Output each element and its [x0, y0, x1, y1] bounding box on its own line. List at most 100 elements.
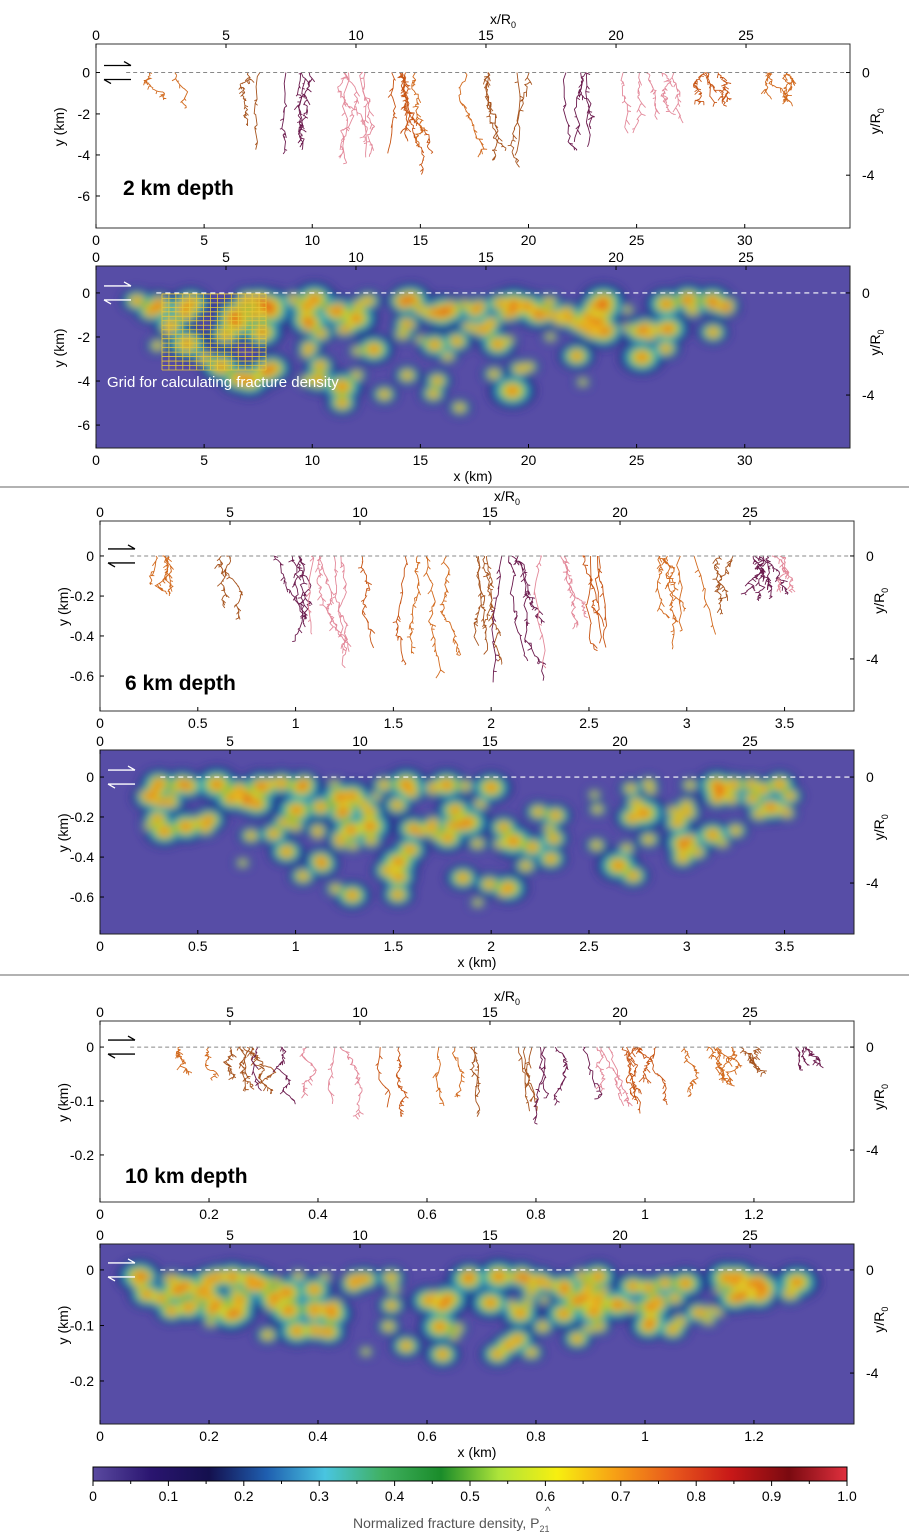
heatmap-blob — [547, 300, 552, 304]
heatmap-blob — [156, 800, 161, 804]
heatmap-blob — [630, 873, 636, 878]
heatmap-blob — [311, 1287, 318, 1292]
heatmap-blob — [730, 782, 736, 788]
fracture-branch — [693, 555, 717, 635]
heatmap-blob — [388, 1275, 394, 1280]
heatmap-blob — [171, 1277, 175, 1281]
fracture-branch — [782, 72, 797, 103]
heatmap-field — [116, 1257, 821, 1369]
fracture-branch — [339, 1046, 364, 1120]
heatmap-blob — [625, 327, 629, 330]
heatmap-blob — [144, 1292, 151, 1297]
top-tick-label: 25 — [742, 733, 758, 749]
fracture-branch — [223, 1047, 237, 1081]
fracture-branch — [332, 555, 348, 669]
heatmap-blob — [457, 822, 464, 828]
heatmap-blob — [634, 801, 639, 805]
heatmap-blob — [269, 365, 276, 371]
fracture-branch — [585, 555, 598, 652]
heatmap-blob — [431, 342, 438, 347]
heatmap-blob — [296, 1274, 301, 1278]
y-tick-label: -0.4 — [70, 849, 94, 865]
heatmap-blob — [206, 1293, 212, 1298]
heatmap-blob — [776, 782, 783, 787]
heatmap-blob — [425, 1298, 432, 1303]
top-tick-label: 25 — [738, 249, 754, 265]
heatmap-blob — [517, 367, 523, 371]
top-tick-label: 0 — [92, 27, 100, 43]
heatmap-blob — [576, 322, 581, 327]
heatmap-blob — [155, 344, 160, 347]
y-tick-label: -6 — [78, 188, 91, 204]
fracture-branch — [533, 555, 547, 669]
heatmap-blob — [274, 1280, 278, 1283]
heatmap-blob — [333, 887, 338, 891]
heatmap-blob — [729, 797, 734, 801]
heatmap-blob — [337, 835, 342, 839]
heatmap-blob — [718, 1288, 722, 1291]
heatmap-blob — [178, 781, 186, 787]
heatmap-blob — [655, 328, 659, 331]
heatmap-blob — [213, 781, 221, 788]
heatmap-blob — [168, 322, 174, 327]
y-tick-label: -2 — [78, 329, 91, 345]
heatmap-blob — [590, 1308, 598, 1314]
heatmap-blob — [408, 790, 414, 794]
fracture-branch — [645, 72, 660, 120]
fracture-network — [143, 72, 797, 175]
heatmap-blob — [311, 1328, 318, 1333]
heatmap-blob — [508, 388, 516, 394]
fracture-branch — [692, 72, 707, 106]
heatmap-blob — [365, 298, 371, 303]
heatmap-blob — [253, 801, 260, 806]
shear-arrow-right — [108, 765, 136, 771]
colorbar-tick-label: 0.6 — [536, 1488, 556, 1504]
heatmap-blob — [548, 826, 552, 830]
heatmap-blob — [156, 781, 163, 786]
top-tick-label: 20 — [612, 1227, 628, 1243]
right-axis-title: y/R0 — [871, 814, 890, 840]
heatmap-blob — [438, 1302, 446, 1308]
colorbar-tick-label: 0.1 — [159, 1488, 179, 1504]
heatmap-blob — [507, 339, 511, 342]
top-tick-label: 5 — [226, 1227, 234, 1243]
heatmap-blob — [332, 1303, 337, 1307]
heatmap-blob — [679, 839, 687, 845]
top-axis-title: x/R0 — [494, 488, 520, 507]
heatmap-blob — [182, 1283, 189, 1289]
heatmap-blob — [527, 365, 531, 369]
heatmap-blob — [518, 1274, 525, 1279]
fracture-branch — [582, 1046, 603, 1100]
heatmap-blob — [579, 1274, 584, 1278]
colorbar-tick-label: 0 — [89, 1488, 97, 1504]
heatmap-blob — [594, 1297, 601, 1303]
x-tick-label: 15 — [413, 232, 429, 248]
heatmap-blob — [395, 859, 402, 865]
fracture-branch — [597, 555, 608, 648]
heatmap-blob — [152, 789, 158, 794]
fracture-branch — [522, 1046, 536, 1103]
heatmap-blob — [304, 379, 308, 382]
x-tick-label: 10 — [304, 232, 320, 248]
heatmap-blob — [281, 820, 287, 824]
heatmap-blob — [454, 339, 460, 344]
heatmap-blob — [645, 1285, 651, 1290]
x-tick-label: 2 — [487, 938, 495, 954]
right-tick-label: -4 — [862, 167, 875, 183]
top-tick-label: 10 — [352, 1227, 368, 1243]
heatmap-blob — [158, 1296, 164, 1301]
fracture-branch — [253, 72, 261, 150]
heatmap-blob — [566, 317, 572, 322]
heatmap-blob — [680, 845, 687, 850]
heatmap-blob — [475, 326, 480, 331]
x-tick-label: 1 — [641, 1206, 649, 1222]
heatmap-blob — [720, 841, 725, 844]
heatmap-blob — [266, 308, 274, 314]
heatmap-blob — [366, 809, 372, 814]
heatmap-blob — [590, 331, 595, 335]
fracture-branch — [148, 555, 158, 585]
heatmap-blob — [658, 1302, 663, 1305]
top-tick-label: 15 — [482, 733, 498, 749]
heatmap-blobs — [130, 765, 805, 911]
heatmap-blob — [160, 800, 165, 804]
